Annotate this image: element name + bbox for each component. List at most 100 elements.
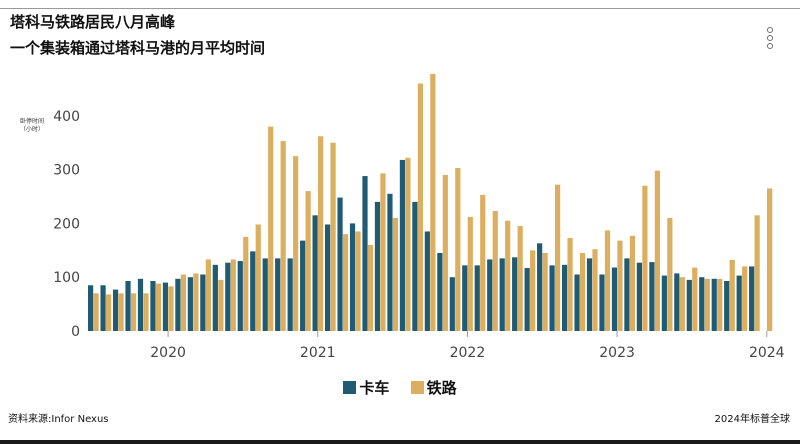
truck-bar [711,278,717,331]
x-axis: 2020 2021 2022 2023 2024 [150,331,785,361]
rail-bar [155,283,162,331]
chart-title: 塔科马铁路居民八月高峰 [10,13,176,31]
rail-bar [480,194,486,331]
truck-bar [324,224,331,331]
truck-bar [225,262,231,331]
truck-bar [686,279,692,331]
rail-bar [430,73,436,331]
truck-bar [661,275,667,331]
top-rule [0,8,800,9]
rail-bar [280,141,286,331]
truck-bar [212,264,218,331]
x-tick-label: 2024 [749,345,785,361]
bars [88,73,773,332]
truck-bar [636,262,642,331]
truck-bar [462,265,468,331]
truck-bar [399,159,406,331]
truck-bar [736,275,742,331]
rail-bar [380,173,386,331]
legend-item-truck[interactable]: 卡车 [343,377,389,398]
rail-bar [205,259,211,331]
legend-label-truck: 卡车 [359,379,390,397]
legend: 卡车 铁路 [0,377,800,398]
rail-bar [230,259,236,331]
rail-bar [492,211,498,331]
y-tick-label: 300 [53,163,80,179]
truck-bar [574,274,580,331]
legend-swatch-rail [410,381,424,394]
truck-bar [150,280,156,331]
rail-bar [392,218,399,331]
legend-label-rail: 铁路 [426,379,457,397]
y-axis-label-line-1: 卧停时间 [19,118,44,125]
truck-bar [611,267,618,331]
rail-bar [617,240,623,331]
truck-bar [362,176,368,331]
truck-bar [649,262,655,331]
rail-bar [355,231,361,331]
more-vertical-icon[interactable] [760,25,780,51]
truck-bar [349,223,356,331]
truck-bar [424,231,430,331]
x-tick-label: 2023 [599,345,635,361]
rail-bar [554,184,561,331]
truck-bar [449,277,455,331]
rail-bar [417,83,423,332]
rail-bar [604,230,611,331]
truck-bar [137,278,144,331]
truck-bar [287,258,293,331]
truck-bar [437,252,443,331]
truck-bar [200,274,206,331]
truck-bar [187,277,193,331]
y-tick-label: 0 [71,324,80,340]
y-tick-label: 400 [53,109,80,125]
rail-bar [467,216,473,331]
truck-bar [175,278,181,331]
truck-bar [524,268,530,331]
truck-bar [699,277,705,331]
rail-bar [505,220,511,331]
truck-bar [387,193,393,331]
truck-bar [374,201,381,331]
y-tick-label: 200 [53,216,80,232]
truck-bar [561,264,568,331]
rail-bar [367,244,374,331]
rail-bar [330,142,336,331]
truck-bar [624,258,630,331]
rail-bar [592,249,598,331]
truck-bar [499,258,505,331]
truck-bar [487,259,493,331]
rail-bar [667,218,673,331]
truck-bar [412,201,418,331]
rail-bar [305,191,311,331]
rail-bar [704,278,710,331]
truck-bar [512,257,518,331]
rail-bar [579,252,586,331]
rail-bar [405,157,411,331]
truck-bar [749,266,755,331]
truck-bar [300,240,306,331]
rail-bar [692,267,698,331]
truck-bar [674,273,680,331]
truck-bar [724,280,730,331]
rail-bar [742,266,748,331]
truck-bar [112,289,119,331]
y-axis-label: 卧停时间 （小时） [16,118,48,134]
rail-bar [218,279,224,331]
legend-item-rail[interactable]: 铁路 [410,377,457,398]
truck-bar [312,215,318,331]
rail-bar [754,215,760,331]
truck-bar [88,285,94,331]
legend-swatch-truck [343,381,357,394]
rail-bar [255,224,261,331]
rail-bar [442,174,448,331]
truck-bar [250,251,256,331]
rail-bar [542,252,548,331]
truck-bar [237,261,243,331]
rail-bar [455,167,461,331]
rail-bar [168,286,174,331]
x-tick-label: 2020 [150,345,186,361]
rail-bar [767,188,773,331]
truck-bar [162,282,169,331]
source-note: 资料来源:Infor Nexus [8,414,109,425]
